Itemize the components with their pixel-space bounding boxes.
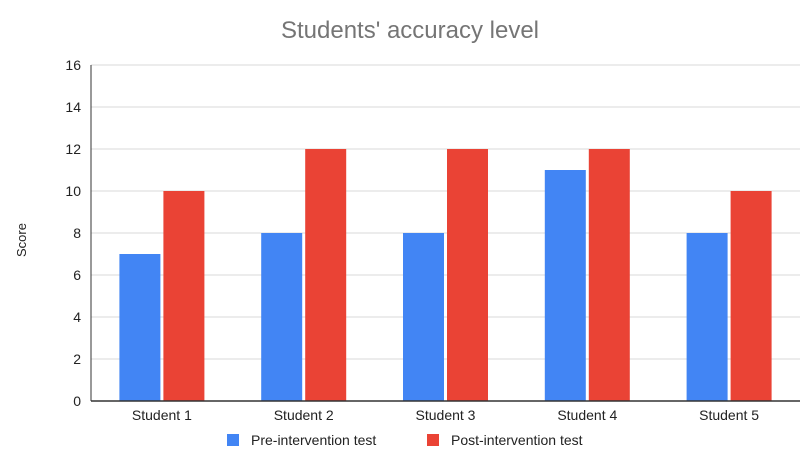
y-tick-label: 4	[73, 309, 81, 325]
x-tick-label: Student 3	[416, 407, 476, 423]
y-tick-label: 0	[73, 393, 81, 409]
bar-pre-2	[261, 233, 303, 401]
axes	[90, 65, 800, 402]
bar-pre-3	[403, 233, 444, 401]
bar-post-3	[447, 149, 488, 401]
y-tick-label: 16	[65, 57, 81, 73]
legend-label-pre: Pre-intervention test	[251, 432, 376, 448]
x-tick-label: Student 4	[557, 407, 617, 423]
x-axis-ticks: Student 1 Student 2 Student 3 Student 4 Stud…	[132, 407, 759, 423]
y-tick-label: 12	[65, 141, 81, 157]
y-tick-label: 2	[73, 351, 81, 367]
y-tick-label: 10	[65, 183, 81, 199]
y-tick-label: 14	[65, 99, 81, 115]
y-axis-label: Score	[14, 223, 29, 257]
bar-post-2	[305, 149, 347, 401]
bar-pre-5	[686, 233, 728, 401]
legend-label-post: Post-intervention test	[451, 432, 583, 448]
bar-post-5	[730, 191, 772, 401]
bar-post-1	[163, 191, 205, 401]
bar-pre-4	[544, 170, 586, 401]
legend-swatch-pre	[227, 434, 239, 446]
chart-title: Students' accuracy level	[281, 17, 539, 44]
x-tick-label: Student 1	[132, 407, 192, 423]
y-tick-label: 8	[73, 225, 81, 241]
bars	[119, 149, 772, 401]
x-tick-label: Student 5	[699, 407, 759, 423]
y-tick-label: 6	[73, 267, 81, 283]
x-tick-label: Student 2	[274, 407, 334, 423]
gridlines	[91, 64, 800, 360]
y-axis-ticks: 0 2 4 6 8 10 12 14 16	[65, 57, 81, 409]
bar-post-4	[588, 149, 630, 401]
bar-pre-1	[119, 254, 161, 401]
legend: Pre-intervention test Post-intervention t…	[227, 432, 583, 448]
legend-swatch-post	[427, 434, 439, 446]
